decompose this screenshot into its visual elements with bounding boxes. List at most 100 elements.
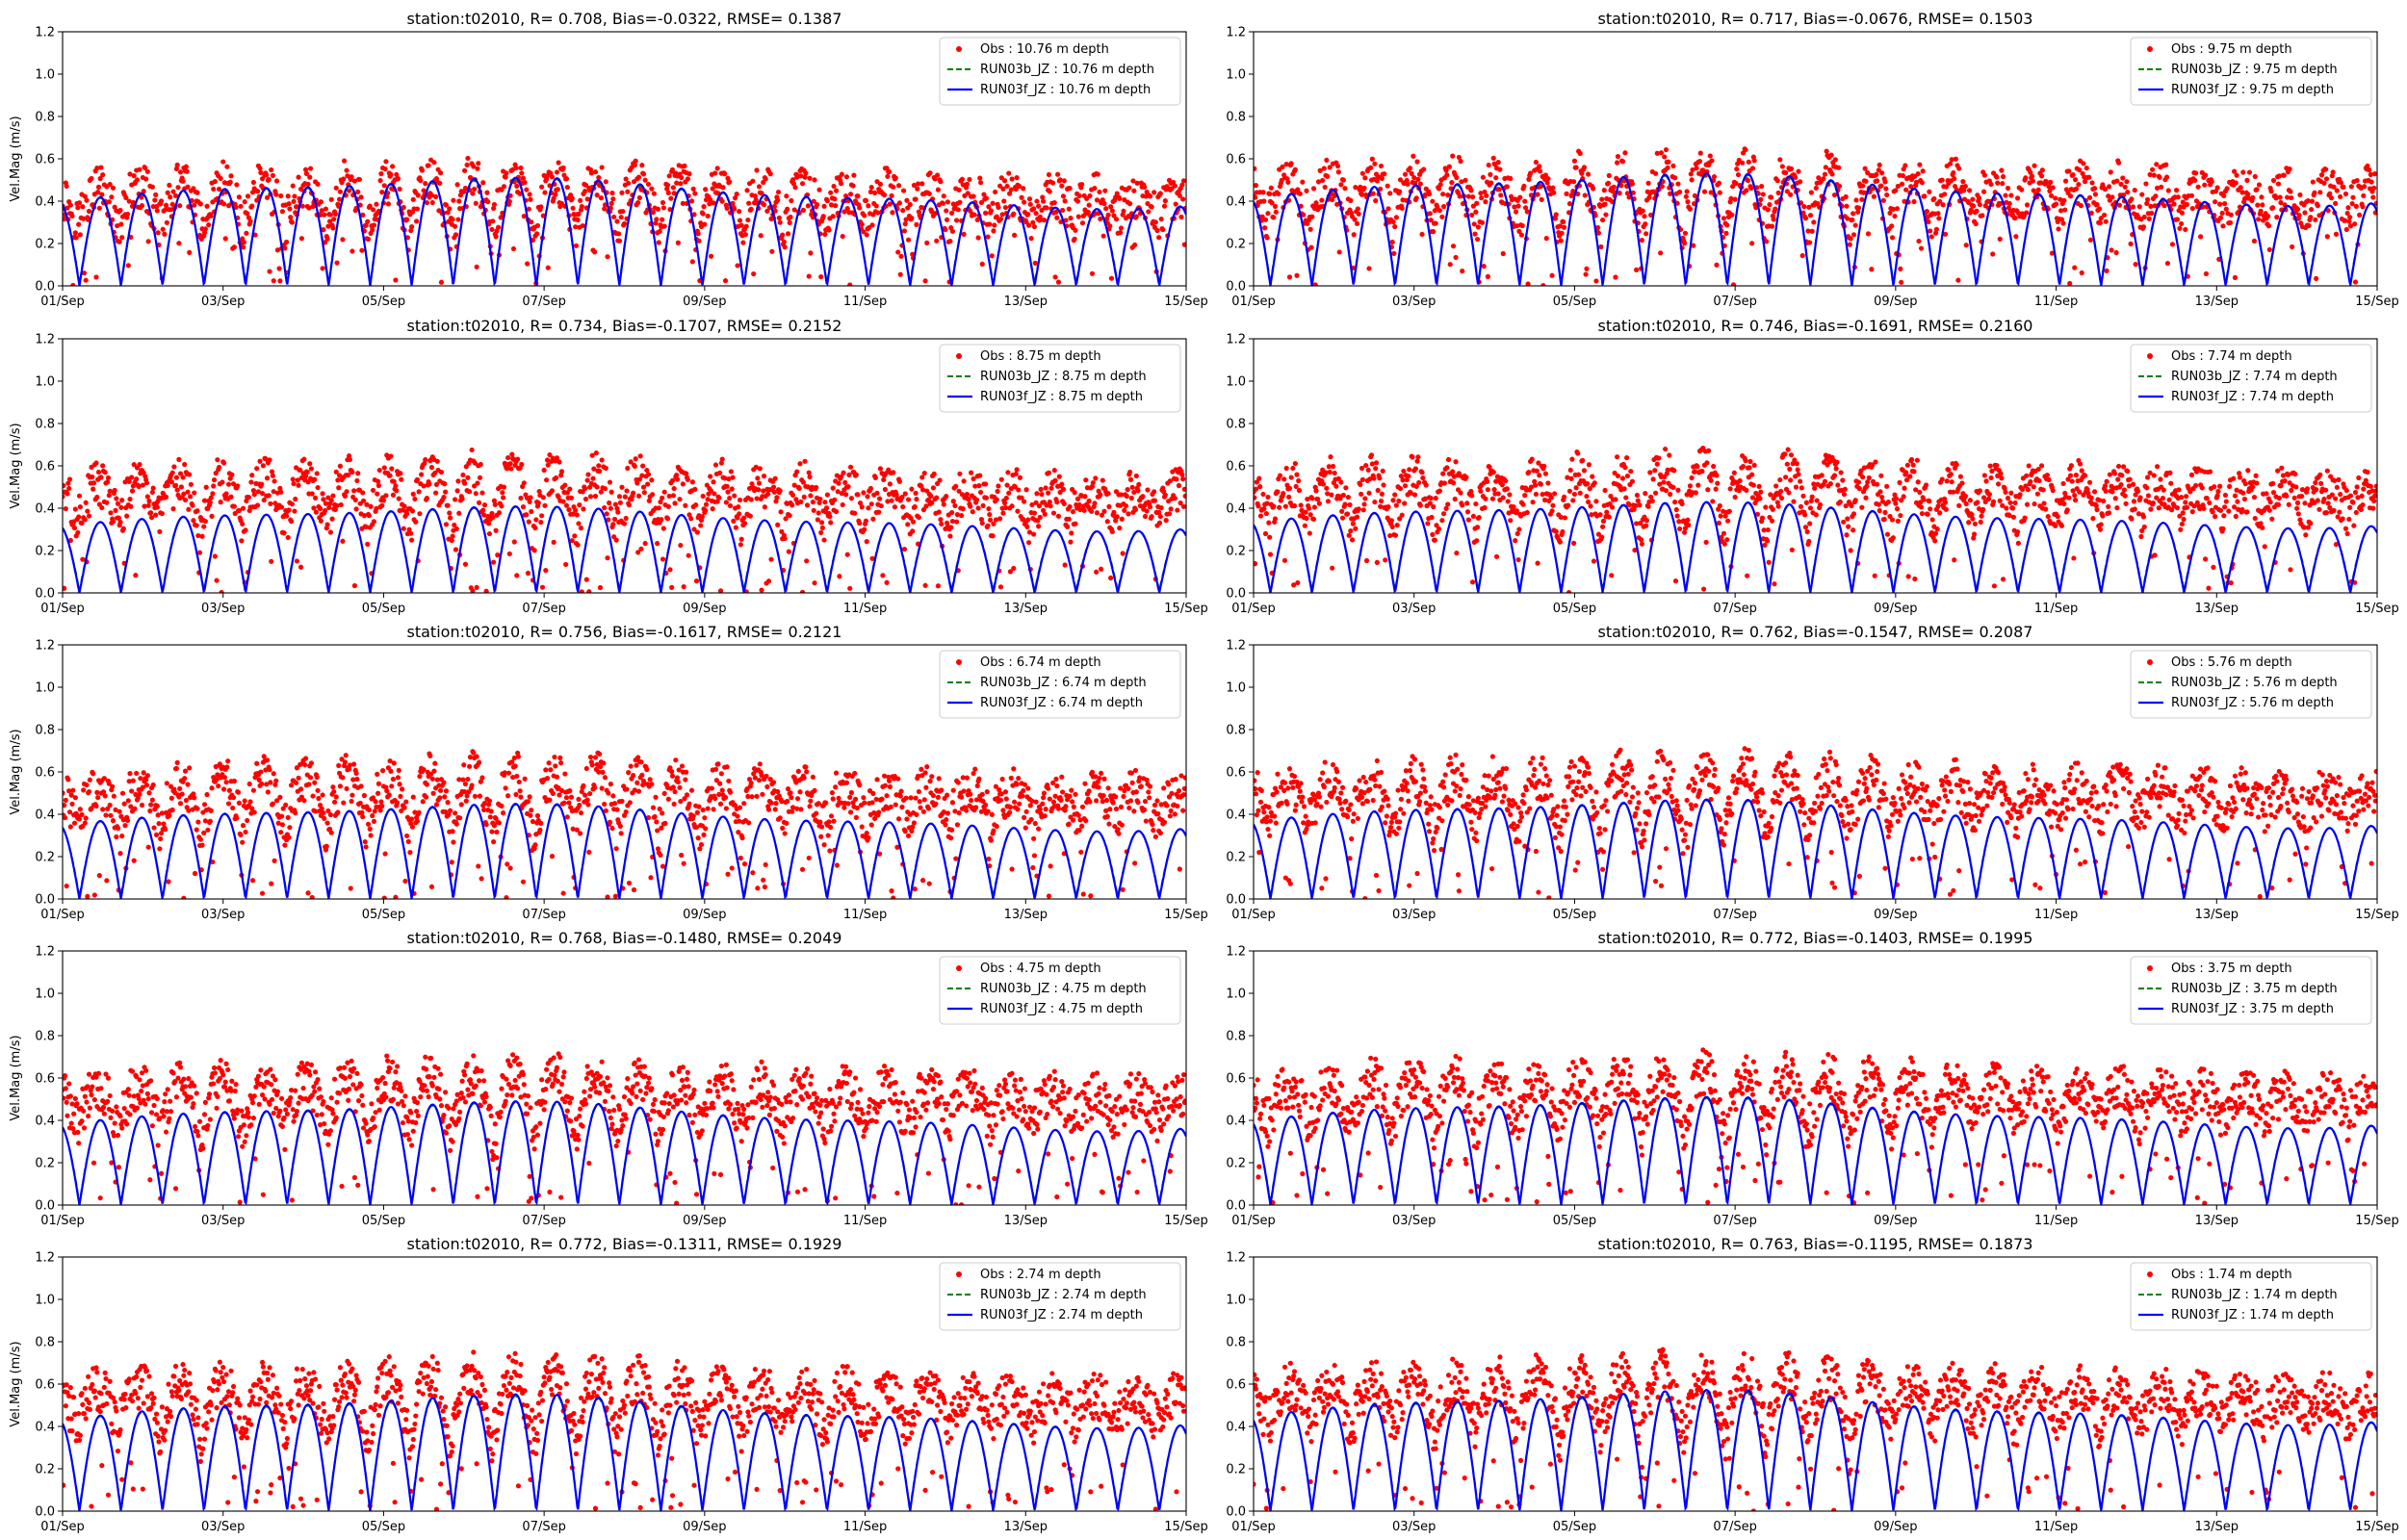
obs-point [2234, 172, 2239, 178]
obs-point [2012, 215, 2018, 221]
obs-point [388, 453, 394, 459]
obs-point [549, 174, 556, 180]
obs-point [2038, 173, 2045, 179]
obs-point [2078, 203, 2084, 209]
obs-point [980, 502, 986, 508]
obs-point [1423, 482, 1429, 488]
obs-point [1829, 171, 1835, 177]
obs-point [199, 533, 205, 539]
obs-point [241, 240, 246, 245]
obs-point [1981, 172, 1987, 178]
obs-point [554, 169, 560, 175]
obs-point [1402, 171, 1409, 177]
obs-point [1784, 189, 1790, 194]
obs-point [776, 215, 782, 220]
obs-point [306, 205, 312, 211]
obs-point [261, 497, 267, 503]
obs-point [558, 473, 564, 478]
obs-point [1999, 167, 2005, 173]
obs-point [634, 480, 640, 486]
obs-point [175, 185, 181, 191]
obs-point [337, 189, 344, 194]
obs-point [456, 510, 462, 516]
obs-point [1553, 212, 1559, 218]
obs-point [1398, 473, 1404, 479]
obs-point [126, 478, 132, 485]
obs-point [1635, 498, 1641, 503]
obs-point [1600, 518, 1607, 525]
obs-point [1013, 471, 1019, 477]
obs-point [105, 479, 111, 485]
obs-point [598, 195, 604, 201]
obs-point [1696, 158, 1703, 165]
obs-point [1988, 181, 1994, 188]
obs-point [1342, 186, 1348, 192]
obs-point [1292, 461, 1298, 467]
obs-point [212, 179, 218, 185]
obs-point [911, 182, 918, 189]
obs-point [288, 519, 295, 525]
obs-point [1100, 233, 1106, 239]
obs-point [1656, 455, 1662, 461]
obs-point [76, 493, 83, 499]
obs-point [954, 519, 960, 525]
obs-point [177, 471, 184, 476]
obs-point [949, 509, 955, 516]
obs-point [737, 497, 743, 503]
obs-point [149, 184, 155, 190]
obs-point [2224, 186, 2230, 192]
obs-point [376, 467, 382, 474]
obs-point [640, 484, 647, 490]
obs-point [2250, 194, 2256, 200]
obs-point [582, 189, 588, 194]
obs-point [1711, 463, 1717, 470]
obs-point [1411, 492, 1418, 498]
obs-point [1871, 193, 1876, 199]
obs-point [719, 198, 725, 204]
obs-point [1431, 229, 1436, 235]
obs-point [602, 505, 608, 511]
obs-point [1054, 500, 1060, 505]
obs-point [1261, 198, 1267, 204]
obs-point [1485, 487, 1490, 493]
obs-point [1052, 274, 1058, 280]
obs-point [2222, 201, 2228, 207]
obs-point [255, 489, 261, 495]
obs-point [769, 248, 775, 254]
obs-point [1419, 231, 1425, 238]
obs-point [102, 470, 108, 475]
obs-point [582, 486, 588, 492]
obs-point [1363, 557, 1370, 564]
obs-point [756, 184, 763, 190]
obs-point [997, 183, 1003, 189]
obs-point [1514, 530, 1520, 537]
obs-point [185, 184, 191, 190]
obs-point [1677, 526, 1683, 532]
obs-point [970, 509, 975, 515]
obs-point [1327, 165, 1333, 170]
obs-point [668, 195, 674, 201]
obs-point [401, 526, 406, 531]
obs-point [925, 497, 932, 502]
obs-point [818, 529, 824, 535]
obs-point [2106, 184, 2112, 190]
obs-point [931, 471, 937, 476]
obs-point [1450, 153, 1456, 159]
obs-point [2067, 280, 2073, 286]
obs-point [295, 477, 300, 483]
obs-point [1475, 224, 1481, 230]
legend-box [939, 37, 1181, 106]
obs-point [379, 502, 385, 508]
obs-point [1850, 217, 1855, 223]
obs-point [954, 512, 961, 518]
obs-point [1553, 528, 1559, 534]
obs-point [1027, 201, 1033, 207]
obs-point [2150, 167, 2156, 172]
obs-point [2294, 206, 2301, 212]
obs-point [1333, 483, 1339, 489]
obs-point [725, 489, 731, 495]
obs-point [1390, 498, 1396, 503]
obs-point [698, 523, 704, 528]
obs-point [1668, 191, 1673, 196]
obs-point [1259, 214, 1265, 219]
